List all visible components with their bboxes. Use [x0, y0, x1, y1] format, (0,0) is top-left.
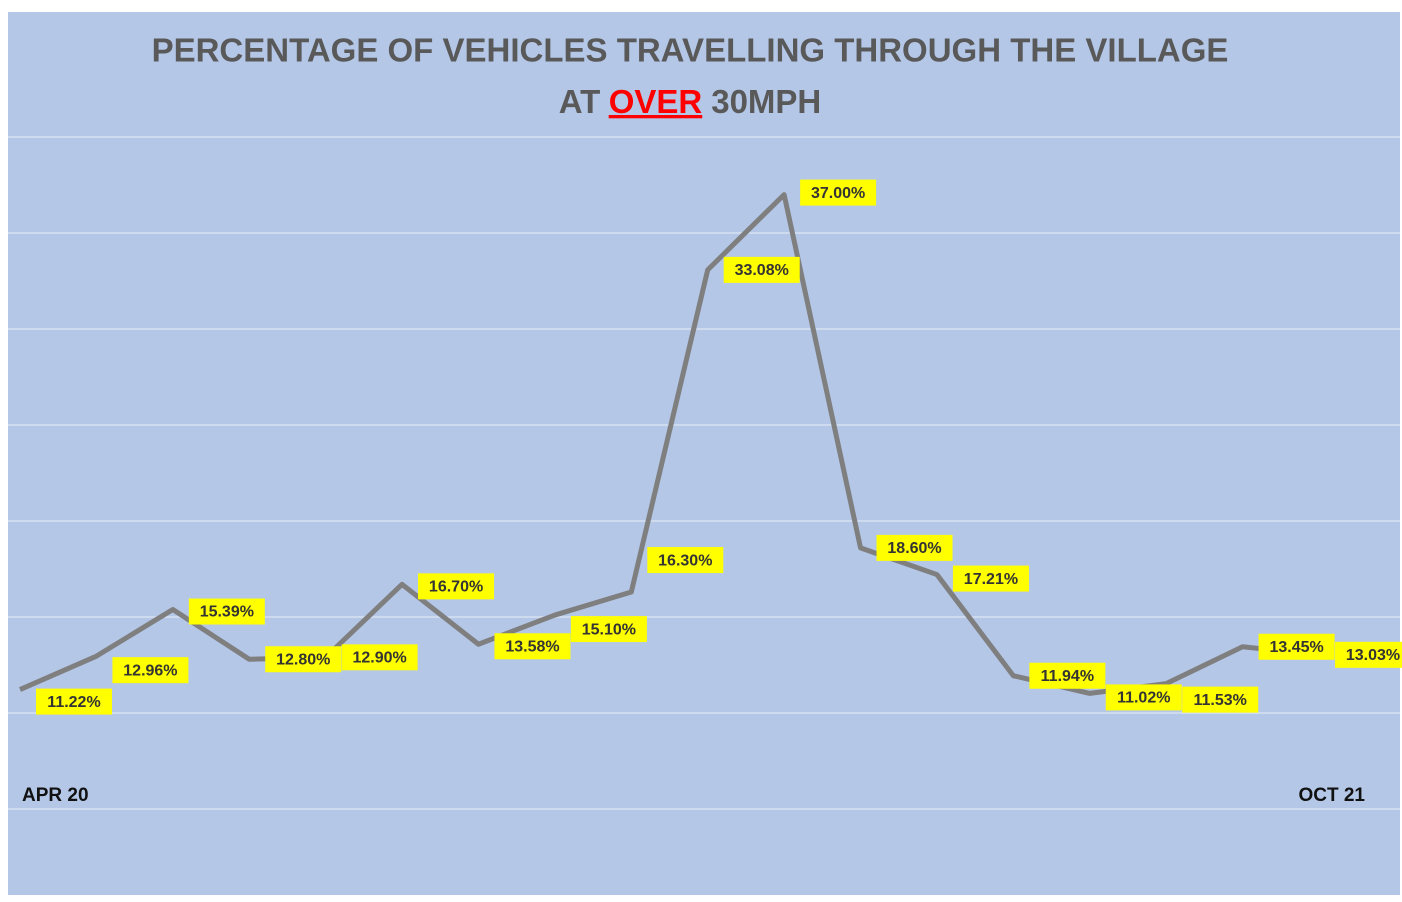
chart-subtitle: AT OVER 30MPH [559, 83, 822, 120]
data-label: 37.00% [811, 185, 865, 202]
data-label: 13.03% [1346, 647, 1400, 664]
data-label-box [876, 534, 953, 561]
x-tick-label: OCT 21 [1298, 785, 1365, 806]
data-label-box [36, 688, 112, 715]
x-tick-label: APR 20 [22, 785, 89, 806]
data-label-box [1258, 633, 1335, 660]
data-label-box [1105, 684, 1182, 711]
data-label-box [341, 644, 418, 671]
data-label-box [952, 565, 1029, 592]
data-label: 12.90% [353, 650, 407, 667]
chart-background [8, 12, 1400, 895]
data-label-box [265, 646, 342, 673]
data-label-box [723, 256, 800, 283]
data-label: 16.70% [429, 579, 483, 596]
subtitle-part: AT [559, 83, 600, 120]
data-label-box [418, 573, 495, 600]
data-label: 16.30% [658, 552, 712, 569]
data-label-box [570, 616, 647, 643]
data-label: 11.22% [47, 694, 100, 711]
data-label-box [494, 633, 571, 660]
chart-title: PERCENTAGE OF VEHICLES TRAVELLING THROUG… [152, 32, 1229, 69]
data-label-box [1029, 662, 1106, 689]
data-label: 11.53% [1193, 692, 1246, 709]
data-label-box [112, 657, 189, 684]
data-label-box [800, 179, 877, 206]
data-label-box [1335, 641, 1402, 668]
data-label: 12.80% [276, 651, 330, 668]
data-label: 15.39% [200, 604, 254, 621]
data-label: 11.02% [1117, 690, 1170, 707]
data-label: 33.08% [735, 262, 789, 279]
data-line [18, 192, 1320, 696]
data-label-box [188, 598, 265, 625]
data-label: 15.10% [582, 621, 636, 638]
data-label: 18.60% [887, 540, 941, 557]
data-label: 17.21% [964, 571, 1018, 588]
subtitle-emphasis: OVER [609, 83, 703, 120]
data-label-box [647, 547, 724, 574]
subtitle-part: 30MPH [711, 83, 821, 120]
data-label: 13.58% [505, 638, 559, 655]
data-label: 12.96% [123, 662, 177, 679]
data-label: 11.94% [1041, 668, 1094, 685]
data-label: 13.45% [1269, 639, 1323, 656]
data-label-box [1182, 686, 1259, 713]
